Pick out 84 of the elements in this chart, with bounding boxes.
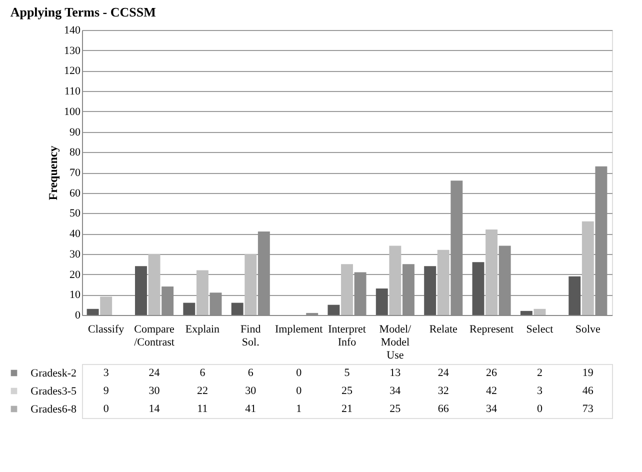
bar	[534, 308, 546, 315]
data-label: 41	[245, 403, 256, 415]
data-label: 19	[582, 367, 594, 379]
bar	[389, 246, 402, 315]
data-label: 1	[296, 403, 302, 415]
y-tick-label: 20	[70, 268, 81, 281]
data-label: 30	[148, 385, 160, 397]
bar	[86, 308, 99, 315]
y-tick-label: 80	[70, 146, 81, 159]
bar	[328, 304, 340, 315]
x-tick-label: Find Sol.	[240, 324, 262, 348]
data-label: 9	[103, 385, 110, 397]
chart-title: Applying Terms - CCSSM	[10, 4, 156, 20]
data-label: 73	[582, 403, 594, 415]
data-label: 46	[582, 385, 594, 397]
data-label: 2	[536, 367, 542, 379]
data-label: 21	[342, 403, 352, 415]
data-label: 24	[438, 367, 450, 379]
bar	[472, 262, 484, 315]
y-tick-label: 50	[70, 208, 81, 220]
data-label: 25	[342, 385, 353, 397]
y-tick-label: 60	[70, 187, 81, 200]
bar	[183, 302, 196, 315]
x-tick-label: Explain	[185, 324, 220, 336]
x-tick-label: Relate	[429, 324, 458, 336]
x-tick-label: Interpret Info	[328, 324, 366, 348]
x-tick-label: Represent	[470, 324, 514, 336]
data-label: 24	[148, 367, 160, 379]
bar	[244, 254, 257, 315]
data-label: 34	[390, 385, 402, 397]
data-label: 0	[296, 367, 302, 379]
bar	[520, 310, 532, 315]
bar	[231, 302, 244, 315]
bar	[148, 254, 160, 315]
y-tick-label: 130	[64, 44, 81, 57]
bar	[135, 266, 147, 315]
bar	[376, 288, 388, 315]
legend-label: Grades6-8	[30, 404, 77, 416]
y-tick-label: 120	[64, 65, 81, 78]
legend-label: Grades3-5	[30, 386, 77, 398]
data-label: 66	[438, 403, 450, 415]
bar	[196, 270, 208, 315]
data-label: 0	[103, 403, 110, 415]
x-tick-label: Classify	[88, 324, 125, 336]
data-label: 11	[197, 403, 208, 415]
bar	[437, 250, 450, 315]
y-tick-label: 40	[70, 228, 81, 240]
data-label: 22	[196, 385, 208, 397]
legend-label: Gradesk-2	[30, 368, 76, 380]
data-label: 6	[200, 367, 206, 379]
data-label: 25	[390, 403, 402, 415]
data-label: 13	[390, 367, 402, 379]
data-label: 34	[486, 403, 498, 415]
y-tick-label: 90	[70, 126, 81, 138]
data-label: 30	[245, 385, 257, 397]
bar	[486, 230, 498, 315]
bar	[424, 266, 436, 315]
y-tick-label: 0	[75, 310, 81, 322]
data-label: 26	[486, 367, 498, 379]
data-label: 5	[344, 367, 350, 379]
data-label: 6	[248, 367, 254, 379]
x-tick-label: Implement	[274, 324, 323, 336]
y-tick-label: 100	[64, 106, 81, 118]
x-tick-label: Solve	[575, 324, 601, 336]
data-label: 0	[296, 385, 302, 397]
x-tick-label: Select	[526, 324, 554, 336]
data-label: 3	[103, 367, 110, 379]
bar	[341, 264, 353, 315]
data-label: 32	[438, 385, 449, 397]
x-tick-label: Model/ Model Use	[379, 324, 412, 362]
y-tick-label: 140	[64, 24, 81, 36]
data-label: 42	[486, 385, 498, 397]
x-tick-label: Compare /Contrast	[134, 324, 175, 348]
y-tick-label: 30	[70, 248, 81, 260]
bar	[568, 276, 581, 315]
bar	[100, 296, 112, 315]
data-label: 0	[536, 403, 543, 415]
y-tick-label: 10	[70, 289, 81, 302]
y-tick-label: 110	[64, 86, 81, 98]
data-label: 14	[148, 403, 160, 415]
bar	[582, 221, 594, 315]
data-label: 3	[536, 385, 543, 397]
y-tick-label: 70	[70, 167, 81, 179]
y-axis-title: Frequency	[46, 146, 60, 200]
